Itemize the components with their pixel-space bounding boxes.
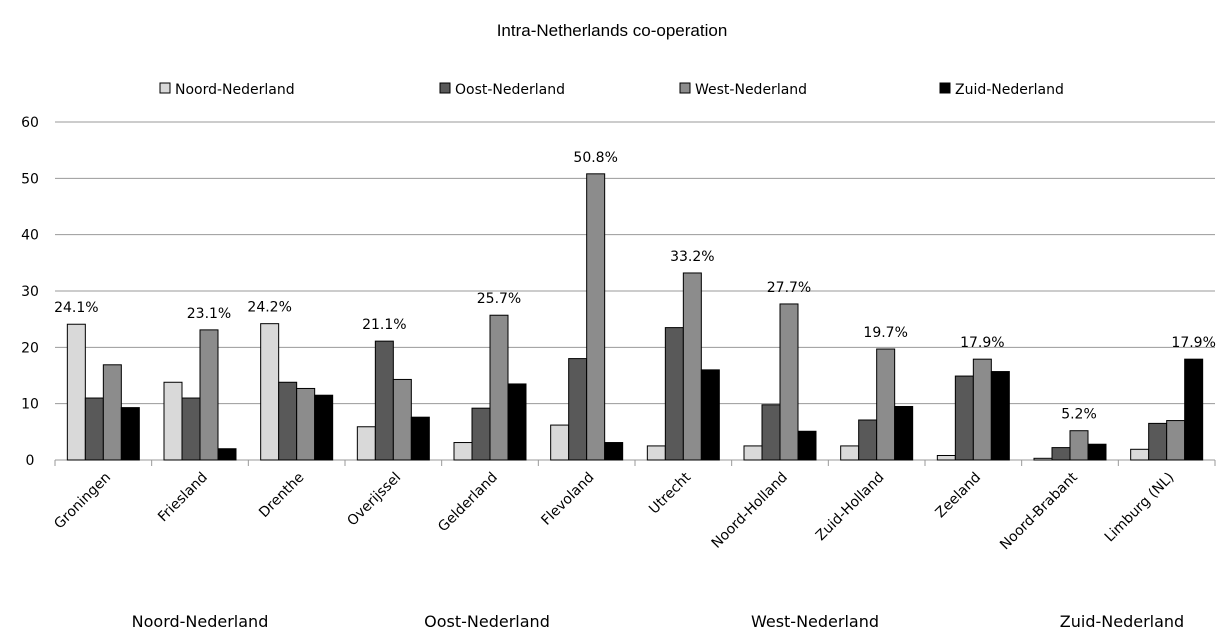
- chart-title: Intra-Netherlands co-operation: [497, 21, 728, 40]
- x-tick-label: Zeeland: [933, 470, 985, 522]
- bar: [1166, 420, 1186, 461]
- bar: [682, 272, 702, 461]
- y-tick-label: 20: [21, 340, 39, 356]
- bar: [779, 303, 799, 461]
- x-tick-label: Overijssel: [344, 470, 404, 530]
- data-label: 19.7%: [863, 325, 907, 341]
- legend-swatch: [159, 82, 171, 94]
- data-label: 5.2%: [1061, 407, 1097, 423]
- bar: [990, 371, 1010, 461]
- legend-swatch: [439, 82, 451, 94]
- bar: [120, 407, 140, 461]
- x-tick-label: Limburg (NL): [1102, 470, 1178, 546]
- bar: [1051, 447, 1071, 461]
- x-tick-label: Noord-Holland: [709, 470, 791, 552]
- legend-swatch: [939, 82, 951, 94]
- group-label: Zuid-Nederland: [1060, 612, 1184, 631]
- group-label: Noord-Nederland: [132, 612, 269, 631]
- x-tick-label: Zuid-Holland: [813, 470, 888, 545]
- bar: [260, 323, 280, 461]
- y-tick-label: 10: [21, 397, 39, 413]
- bar: [410, 416, 430, 461]
- legend-swatch: [679, 82, 691, 94]
- bar: [858, 419, 878, 461]
- data-label: 50.8%: [573, 150, 617, 166]
- bar: [296, 387, 316, 461]
- data-label: 25.7%: [477, 291, 521, 307]
- bar: [181, 397, 201, 461]
- bar: [761, 404, 781, 461]
- bar: [1033, 457, 1053, 461]
- bar: [84, 397, 104, 461]
- bar: [374, 340, 394, 461]
- data-label: 21.1%: [362, 317, 406, 333]
- bar: [1148, 422, 1168, 461]
- bar: [66, 323, 86, 461]
- bar: [1130, 448, 1150, 461]
- bar: [894, 405, 914, 461]
- bar: [217, 448, 237, 461]
- bar: [102, 364, 122, 461]
- x-tick-label: Flevoland: [538, 470, 597, 529]
- bar: [199, 329, 219, 461]
- bar: [743, 445, 763, 461]
- data-label: 33.2%: [670, 249, 714, 265]
- legend-label: Noord-Nederland: [175, 82, 295, 98]
- x-tick-label: Utrecht: [646, 469, 694, 517]
- bar: [356, 426, 376, 461]
- y-tick-label: 30: [21, 284, 39, 300]
- data-label: 23.1%: [187, 306, 231, 322]
- y-tick-label: 40: [21, 228, 39, 244]
- bar: [700, 369, 720, 461]
- legend-label: West-Nederland: [695, 82, 807, 98]
- bar: [507, 383, 527, 461]
- bar: [550, 424, 570, 461]
- bar: [314, 394, 334, 461]
- bar: [664, 327, 684, 461]
- bar: [797, 430, 817, 461]
- data-label: 24.1%: [54, 300, 98, 316]
- bar: [840, 445, 860, 461]
- bar: [278, 381, 298, 461]
- y-tick-label: 50: [21, 171, 39, 187]
- bar: [392, 378, 412, 461]
- data-label: 17.9%: [1171, 335, 1215, 351]
- x-tick-label: Gelderland: [435, 470, 501, 536]
- x-tick-label: Noord-Brabant: [997, 469, 1081, 553]
- legend-label: Zuid-Nederland: [955, 82, 1064, 98]
- bar: [568, 358, 588, 461]
- bar: [876, 348, 896, 461]
- bar: [1087, 443, 1107, 461]
- y-tick-label: 60: [21, 115, 39, 131]
- bar: [471, 407, 491, 461]
- x-tick-label: Groningen: [51, 470, 114, 533]
- bar: [646, 445, 666, 461]
- bar: [1184, 358, 1204, 461]
- bar: [453, 442, 473, 461]
- bar: [1069, 430, 1089, 461]
- data-label: 17.9%: [960, 335, 1004, 351]
- bar: [604, 442, 624, 461]
- legend-label: Oost-Nederland: [455, 82, 565, 98]
- bar: [489, 314, 509, 461]
- bar: [936, 454, 956, 461]
- bar: [163, 381, 183, 461]
- data-label: 27.7%: [767, 280, 811, 296]
- bar: [586, 173, 606, 461]
- group-label: Oost-Nederland: [424, 612, 550, 631]
- bar: [972, 358, 992, 461]
- y-tick-label: 0: [26, 453, 35, 469]
- x-tick-label: Drenthe: [256, 470, 307, 521]
- bar: [954, 375, 974, 461]
- data-label: 24.2%: [247, 300, 291, 316]
- group-label: West-Nederland: [751, 612, 879, 631]
- x-tick-label: Friesland: [155, 470, 211, 526]
